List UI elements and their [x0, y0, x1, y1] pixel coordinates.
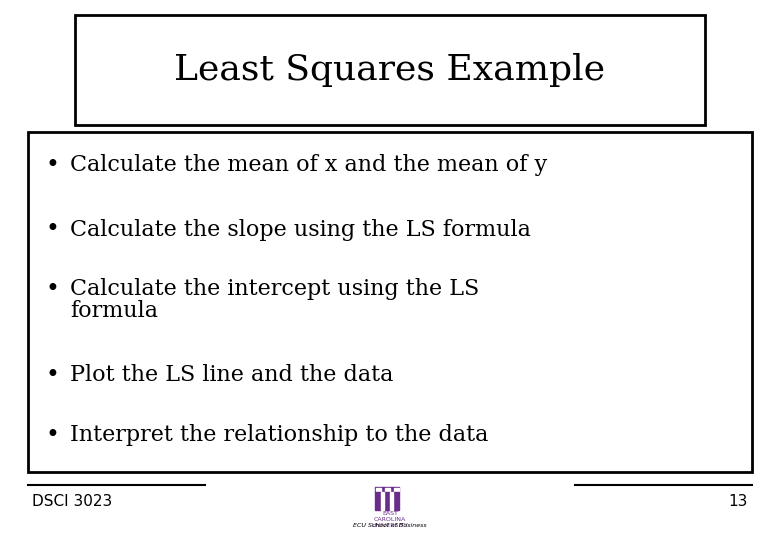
- Bar: [390, 492, 393, 510]
- Bar: [375, 487, 399, 492]
- Text: •: •: [45, 278, 59, 300]
- Text: Calculate the intercept using the LS: Calculate the intercept using the LS: [70, 278, 479, 300]
- Text: Least Squares Example: Least Squares Example: [175, 53, 605, 87]
- Text: formula: formula: [70, 300, 158, 322]
- Text: •: •: [45, 423, 59, 447]
- FancyBboxPatch shape: [28, 132, 752, 472]
- Text: •: •: [45, 363, 59, 387]
- Text: Plot the LS line and the data: Plot the LS line and the data: [70, 364, 393, 386]
- Bar: [384, 492, 390, 510]
- Bar: [385, 488, 389, 491]
- Text: Interpret the relationship to the data: Interpret the relationship to the data: [70, 424, 488, 446]
- Bar: [375, 488, 381, 491]
- Text: •: •: [45, 153, 59, 177]
- Text: Calculate the slope using the LS formula: Calculate the slope using the LS formula: [70, 219, 531, 241]
- Text: •: •: [45, 219, 59, 241]
- Text: DSCI 3023: DSCI 3023: [32, 495, 112, 510]
- Text: ECU School of Business: ECU School of Business: [353, 523, 427, 528]
- Bar: [375, 492, 381, 510]
- FancyBboxPatch shape: [75, 15, 705, 125]
- Text: EAST
CAROLINA
UNIVERSITY: EAST CAROLINA UNIVERSITY: [371, 511, 409, 529]
- Bar: [393, 488, 399, 491]
- Bar: [393, 492, 399, 510]
- Text: Calculate the mean of x and the mean of y: Calculate the mean of x and the mean of …: [70, 154, 548, 176]
- Bar: [381, 492, 384, 510]
- Text: 13: 13: [729, 495, 748, 510]
